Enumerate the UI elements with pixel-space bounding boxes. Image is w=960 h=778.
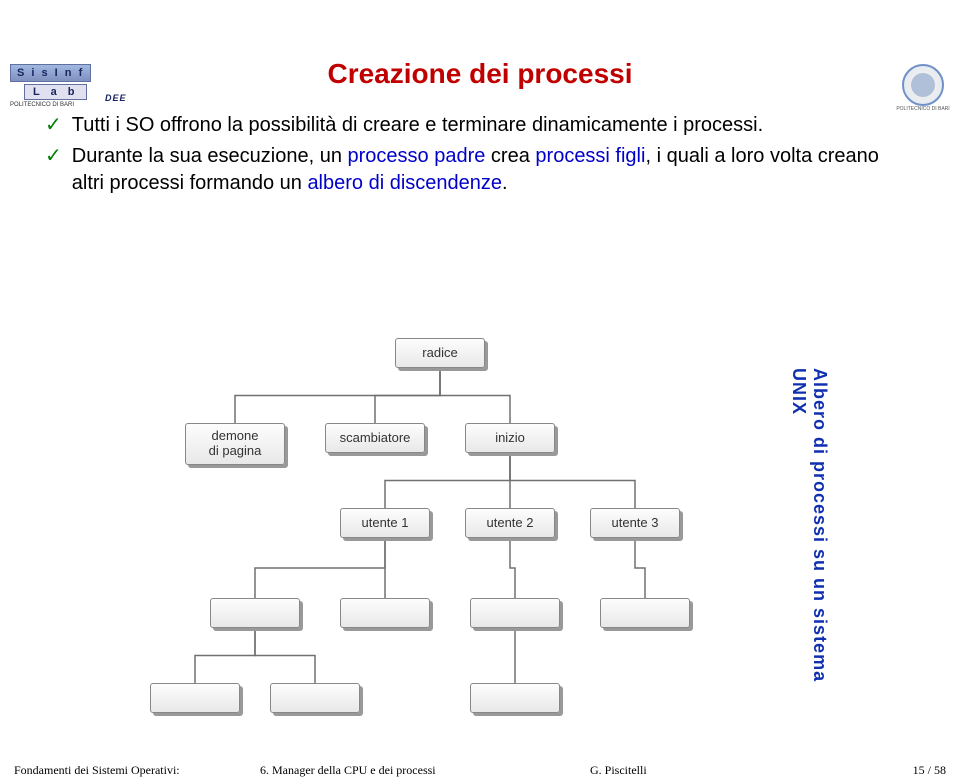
check-icon: ✓ xyxy=(45,112,62,139)
bullet-1: ✓ Tutti i SO offrono la possibilità di c… xyxy=(45,112,900,139)
tree-node-utente3: utente 3 xyxy=(590,508,680,538)
tree-node-c3 xyxy=(470,683,560,713)
tree-node-b3 xyxy=(470,598,560,628)
tree-node-utente2: utente 2 xyxy=(465,508,555,538)
em-processi-figli: processi figli xyxy=(535,145,645,167)
logo-lab: L a b xyxy=(24,84,87,100)
tree-node-b2 xyxy=(340,598,430,628)
bullet-1-text: Tutti i SO offrono la possibilità di cre… xyxy=(72,112,900,139)
footer-mid: 6. Manager della CPU e dei processi xyxy=(260,763,436,778)
politecnico-label: POLITECNICO DI BARI xyxy=(10,102,110,108)
dee-logo: DEE xyxy=(105,93,127,103)
em-processo-padre: processo padre xyxy=(348,145,486,167)
footer-author: G. Piscitelli xyxy=(590,763,647,778)
seal-icon xyxy=(902,64,944,106)
footer-left: Fondamenti dei Sistemi Operativi: xyxy=(14,763,180,778)
em-albero: albero di discendenze xyxy=(307,172,502,194)
tree-node-b1 xyxy=(210,598,300,628)
tree-node-c1 xyxy=(150,683,240,713)
content: ✓ Tutti i SO offrono la possibilità di c… xyxy=(45,112,900,197)
vertical-caption: Albero di processi su un sistema UNIX xyxy=(788,368,830,723)
logo-sisinf: S i s I n f xyxy=(10,64,91,82)
tree-node-scambiatore: scambiatore xyxy=(325,423,425,453)
bullet-2-text: Durante la sua esecuzione, un processo p… xyxy=(72,143,900,197)
footer-page: 15 / 58 xyxy=(913,763,946,778)
tree-node-b4 xyxy=(600,598,690,628)
logo-left: S i s I n f L a b POLITECNICO DI BARI xyxy=(10,63,110,108)
check-icon: ✓ xyxy=(45,143,62,170)
tree-node-demone: demonedi pagina xyxy=(185,423,285,465)
tree-node-c2 xyxy=(270,683,360,713)
tree-node-inizio: inizio xyxy=(465,423,555,453)
bullet-2: ✓ Durante la sua esecuzione, un processo… xyxy=(45,143,900,197)
seal-caption: POLITECNICO DI BARI xyxy=(896,106,950,112)
page-title: Creazione dei processi xyxy=(0,58,960,90)
tree-node-radice: radice xyxy=(395,338,485,368)
tree-node-utente1: utente 1 xyxy=(340,508,430,538)
process-tree-diagram: radice demonedi pagina scambiatore inizio ut… xyxy=(150,338,790,723)
